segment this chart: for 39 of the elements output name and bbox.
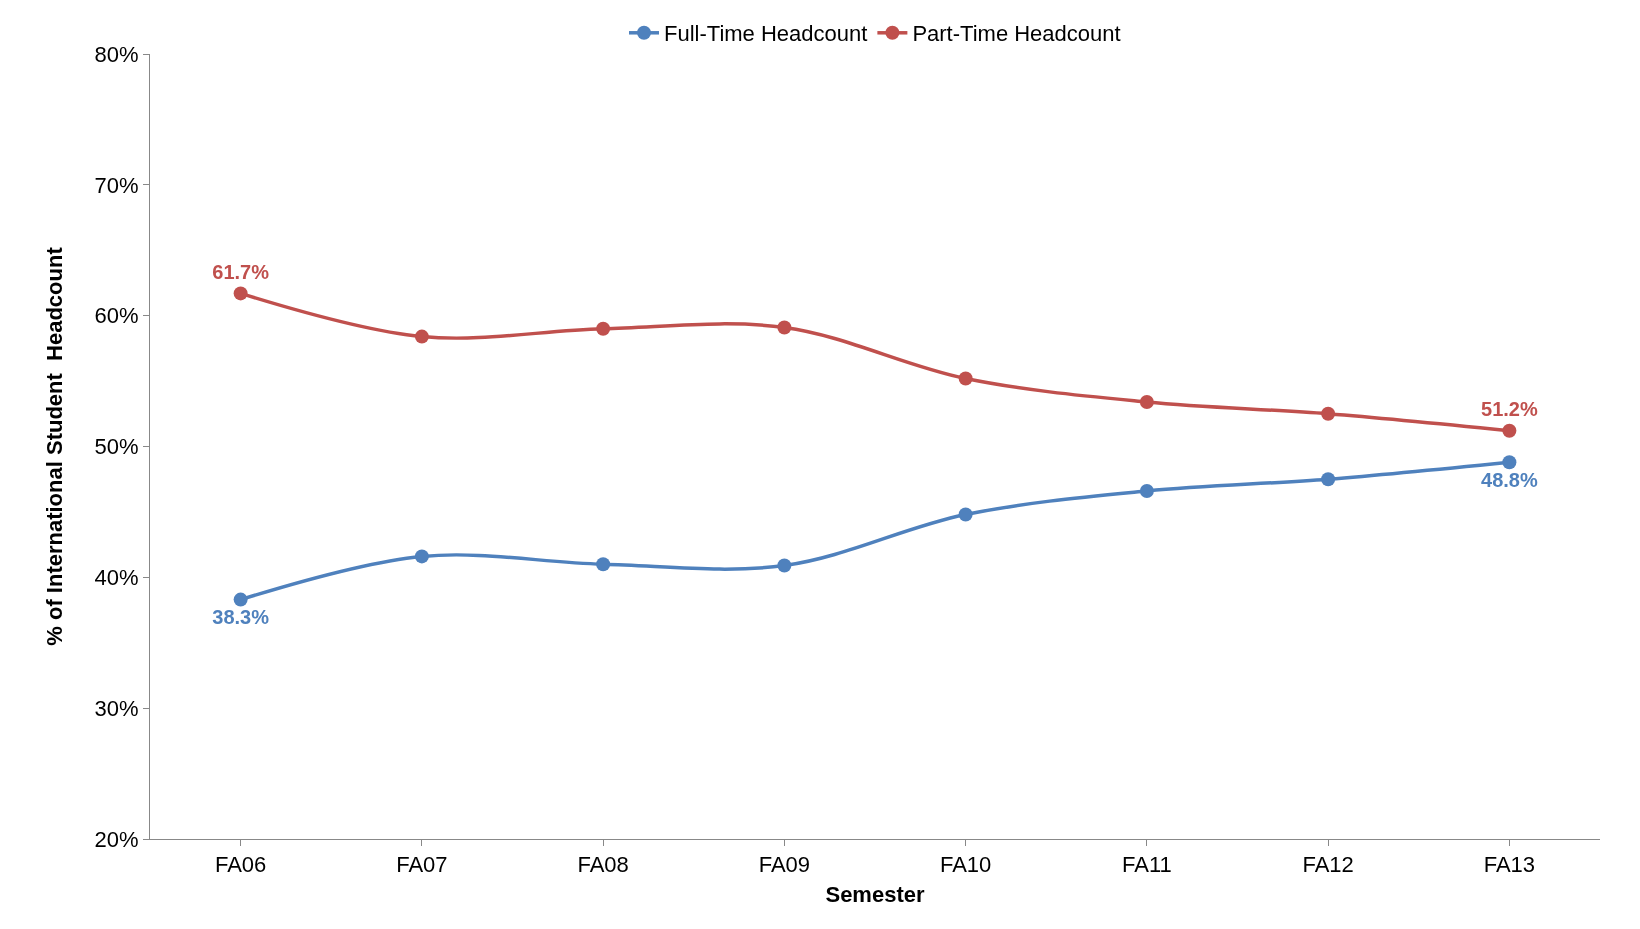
point [233, 286, 248, 301]
point [596, 557, 611, 572]
data-label: 48.8% [1481, 468, 1538, 491]
data-label: 61.7% [212, 260, 270, 283]
y-tick-label: 20% [94, 826, 139, 852]
point [414, 329, 429, 344]
point [1502, 423, 1517, 438]
y-tick-label: 80% [94, 41, 139, 67]
data-label: 51.2% [1481, 398, 1538, 421]
x-tick-label: FA08 [577, 852, 629, 878]
x-tick-label: FA13 [1483, 852, 1536, 878]
y-tick-label: 70% [94, 172, 139, 198]
point [1321, 406, 1336, 421]
point [596, 321, 611, 336]
point [1139, 395, 1154, 410]
y-axis-title: % of International Student Headcount [42, 246, 68, 646]
point [233, 592, 248, 607]
x-tick-label: FA09 [758, 852, 811, 878]
y-tick-label: 50% [94, 434, 139, 460]
point [958, 371, 973, 386]
point [414, 549, 429, 564]
legend-label: Part-Time Headcount [912, 21, 1121, 47]
point [1139, 483, 1154, 498]
legend-label: Full-Time Headcount [664, 21, 868, 47]
x-axis-title: Semester [825, 882, 925, 908]
data-label: 38.3% [212, 606, 270, 629]
x-tick-label: FA11 [1122, 852, 1172, 878]
y-tick-label: 30% [94, 695, 139, 721]
point [1321, 472, 1336, 487]
y-tick-label: 40% [94, 565, 139, 591]
point [777, 558, 792, 573]
point [1502, 455, 1517, 470]
point [777, 320, 792, 335]
point [958, 507, 973, 522]
y-tick-label: 60% [94, 303, 139, 329]
x-tick-label: FA12 [1302, 852, 1354, 878]
x-tick-label: FA06 [214, 852, 267, 878]
x-tick-label: FA10 [939, 852, 992, 878]
x-tick-label: FA07 [396, 852, 448, 878]
